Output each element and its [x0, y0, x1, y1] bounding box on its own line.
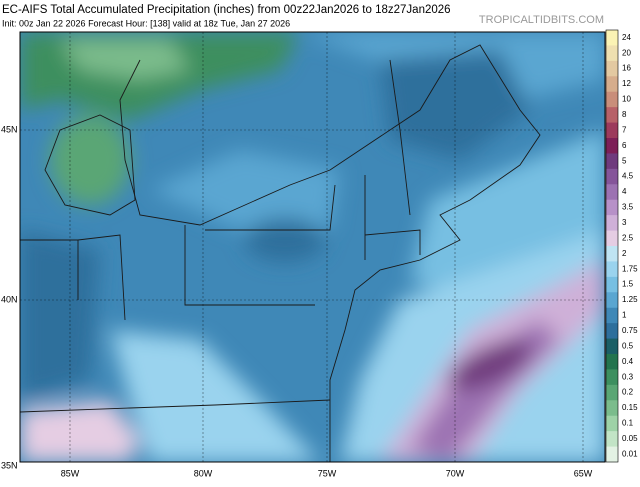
colorbar-swatch	[606, 153, 618, 170]
map-frame	[19, 31, 606, 463]
colorbar-swatch	[606, 292, 618, 309]
subtitle: Init: 00z Jan 22 2026 Forecast Hour: [13…	[2, 18, 290, 28]
colorbar-swatch	[606, 199, 618, 216]
colorbar-label: 16	[622, 64, 631, 73]
colorbar-label: 3	[622, 218, 627, 227]
colorbar-label: 0.2	[622, 388, 634, 397]
colorbar-swatch	[606, 168, 618, 185]
colorbar-swatch	[606, 276, 618, 293]
colorbar-label: 4	[622, 187, 627, 196]
colorbar-label: 6	[622, 141, 627, 150]
lat-label: 40N	[1, 294, 18, 304]
lon-label: 70W	[446, 468, 465, 478]
colorbar-swatch	[606, 431, 618, 448]
colorbar-label: 0.75	[622, 326, 638, 335]
lon-label: 85W	[61, 468, 80, 478]
colorbar-label: 0.01	[622, 449, 638, 458]
colorbar-swatch	[606, 246, 618, 262]
lon-label: 65W	[574, 468, 593, 478]
title: EC-AIFS Total Accumulated Precipitation …	[2, 4, 451, 16]
colorbar-swatch	[606, 446, 618, 463]
lon-label: 80W	[194, 468, 213, 478]
colorbar-swatch	[606, 415, 618, 432]
colorbar-swatch	[606, 215, 618, 232]
colorbar-label: 2.5	[622, 233, 634, 242]
colorbar-label: 0.1	[622, 419, 634, 428]
colorbar-label: 1	[622, 311, 627, 320]
colorbar-label: 1.5	[622, 280, 634, 289]
colorbar-label: 0.3	[622, 372, 634, 381]
colorbar-label: 2	[622, 249, 627, 258]
colorbar-swatch	[606, 122, 618, 139]
colorbar-swatch	[606, 384, 618, 401]
colorbar-swatch	[606, 338, 618, 355]
colorbar-label: 8	[622, 110, 627, 119]
colorbar-swatch	[606, 400, 618, 417]
lat-label: 35N	[1, 460, 18, 470]
colorbar-swatch	[606, 30, 618, 46]
site: TROPICALTIDBITS.COM	[479, 14, 604, 26]
colorbar-swatch	[606, 323, 618, 340]
precip-map	[20, 32, 605, 462]
colorbar-label: 3.5	[622, 203, 634, 212]
colorbar-swatch	[606, 307, 618, 324]
colorbar-swatch	[606, 45, 618, 62]
colorbar-swatch	[606, 76, 618, 93]
colorbar-swatch	[606, 261, 618, 278]
colorbar-swatch	[606, 138, 618, 154]
colorbar-label: 7	[622, 125, 627, 134]
colorbar-label: 0.15	[622, 403, 638, 412]
colorbar-swatch	[606, 369, 618, 386]
colorbar-label: 10	[622, 95, 631, 104]
colorbar-label: 1.75	[622, 264, 638, 273]
colorbar-swatch	[606, 230, 618, 247]
colorbar-swatch	[606, 60, 618, 77]
lon-label: 75W	[318, 468, 337, 478]
colorbar-label: 24	[622, 33, 631, 42]
colorbar-label: 5	[622, 156, 627, 165]
colorbar-swatch	[606, 91, 618, 108]
colorbar-swatch	[606, 107, 618, 124]
colorbar-label: 0.5	[622, 341, 634, 350]
colorbar-label: 0.4	[622, 357, 634, 366]
colorbar-label: 0.05	[622, 434, 638, 443]
lat-label: 45N	[1, 124, 18, 134]
colorbar-label: 20	[622, 48, 631, 57]
colorbar-swatch	[606, 184, 618, 201]
colorbar-label: 1.25	[622, 295, 638, 304]
colorbar-label: 12	[622, 79, 631, 88]
colorbar-frame	[605, 29, 619, 463]
colorbar-label: 4.5	[622, 172, 634, 181]
colorbar-swatch	[606, 354, 618, 370]
